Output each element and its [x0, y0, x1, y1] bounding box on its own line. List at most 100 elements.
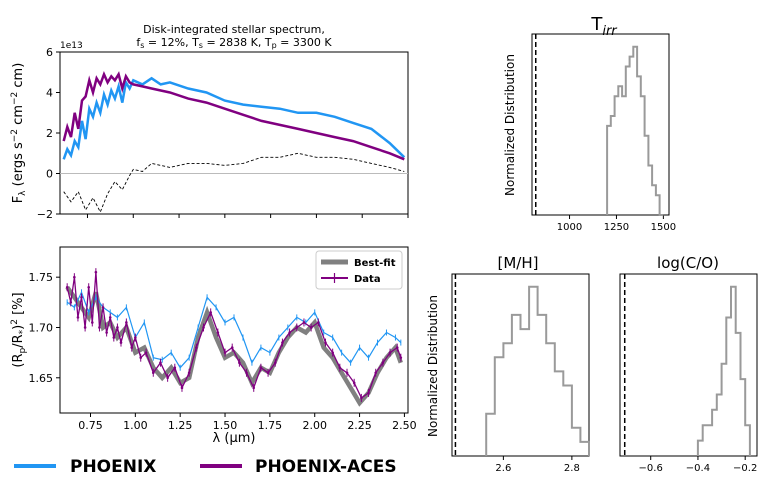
transit-data-point: [112, 336, 116, 339]
transit-data-point: [288, 331, 291, 334]
transit-data-point: [80, 296, 83, 299]
spectrum-phoenix-line: [62, 76, 406, 160]
transit-xtick-label: 1.00: [123, 419, 148, 432]
hist-mh-frame: [451, 273, 590, 457]
spectrum-ylabel: Fλ (ergs s−2 cm−2 cm): [10, 63, 28, 204]
transit-xlabel: λ (μm): [213, 431, 256, 446]
transit-data-point: [352, 381, 356, 385]
transit-data-point: [252, 386, 256, 390]
transit-data-point: [238, 361, 241, 364]
transit-phoenix-line: [66, 290, 402, 369]
hist-mh-panel: [M/H] Normalized Distribution 2.6 2.8: [426, 254, 590, 474]
transit-data-point: [216, 331, 220, 334]
transit-data-point: [209, 311, 212, 314]
spectrum-ytick-label: 0: [46, 168, 53, 181]
spectrum-title-line1: Disk-integrated stellar spectrum,: [143, 23, 325, 36]
transit-data-point: [230, 346, 234, 349]
transit-data-point: [144, 351, 148, 354]
transit-data-point: [76, 316, 80, 319]
transit-data-point: [73, 275, 76, 279]
transit-ylabel: (Rp/R*)2 [%]: [10, 292, 28, 367]
transit-data-point: [94, 270, 98, 274]
transit-data-point: [159, 361, 162, 364]
bottom-legend: PHOENIX PHOENIX-ACES: [14, 457, 397, 477]
spectrum-aces-line: [62, 70, 405, 161]
transit-data-point: [223, 351, 227, 354]
transit-xtick-label: 1.25: [168, 419, 193, 432]
hist-tirr-panel: Tirr Normalized Distribution 1000 1250 150…: [503, 14, 676, 233]
transit-data-point: [374, 371, 378, 375]
transit-data-point: [108, 316, 112, 319]
transit-data-point: [309, 326, 313, 329]
transit-xtick-label: 2.50: [392, 419, 417, 432]
transit-xtick-label: 2.25: [347, 419, 372, 432]
transit-data-point: [151, 371, 155, 375]
transit-xtick-label: 1.50: [213, 419, 238, 432]
hist-tirr-ylabel: Normalized Distribution: [503, 54, 517, 196]
legend-data-label: Data: [354, 274, 381, 285]
transit-data-point: [259, 366, 263, 370]
transit-data-point: [105, 331, 108, 334]
spectrum-ytick-label: 2: [46, 127, 53, 140]
transit-data-point: [395, 346, 399, 349]
transit-data-point: [139, 356, 143, 359]
transit-bestfit-line: [65, 285, 403, 407]
hist-mh-xtick-label: 2.8: [564, 463, 580, 474]
transit-ytick-label: 1.75: [29, 271, 54, 284]
spectrum-title-line2: fs = 12%, Ts = 2838 K, Tp = 3300 K: [136, 36, 332, 50]
transit-data-point: [338, 366, 342, 370]
transit-data-point: [399, 356, 403, 359]
transit-data-point: [173, 366, 177, 370]
transit-data-point: [281, 341, 284, 344]
transit-data-point: [195, 346, 198, 349]
transit-data-point: [202, 326, 205, 329]
transit-data-point: [345, 371, 349, 375]
transit-data-point: [302, 321, 306, 324]
transit-data-point: [65, 285, 69, 289]
hist-mh-xtick-label: 2.6: [495, 463, 511, 474]
hist-co-panel: log(C/O) −0.6 −0.4 −0.2: [619, 254, 758, 474]
spectrum-difference-line: [63, 152, 405, 214]
transit-data-point: [273, 361, 277, 364]
legend-phoenix-label: PHOENIX: [70, 457, 156, 477]
transit-ytick-label: 1.65: [29, 372, 54, 385]
transit-data-point: [187, 371, 191, 375]
transit-data-point: [90, 321, 94, 324]
transit-data-point: [317, 321, 320, 324]
hist-co-bars: [696, 285, 751, 456]
transit-data-point: [116, 326, 119, 329]
hist-co-frame: [619, 273, 758, 457]
transit-panel: (Rp/R*)2 [%] λ (μm) 1.65 1.70 1.75 0.75 1.0…: [10, 246, 417, 446]
transit-xtick-label: 2.00: [302, 419, 327, 432]
hist-co-xtick-label: −0.4: [686, 463, 710, 474]
transit-data-point: [360, 396, 363, 400]
hist-mh-ylabel: Normalized Distribution: [426, 295, 440, 437]
transit-data-point: [125, 321, 128, 324]
spectrum-ytick-label: 4: [46, 87, 53, 100]
hist-tirr-title: Tirr: [590, 14, 618, 39]
transit-data-point: [101, 306, 105, 309]
hist-tirr-bars: [606, 45, 664, 216]
transit-data-point: [134, 336, 137, 339]
hist-mh-title: [M/H]: [498, 254, 539, 272]
legend-bestfit-label: Best-fit: [354, 258, 396, 269]
transit-data-point: [245, 371, 248, 375]
hist-co-xtick-label: −0.6: [639, 463, 663, 474]
transit-data-point: [166, 376, 169, 380]
transit-data-point: [324, 341, 327, 344]
transit-xtick-label: 0.75: [78, 419, 103, 432]
hist-co-title: log(C/O): [657, 254, 719, 272]
transit-frame: [59, 246, 409, 414]
transit-data-point: [119, 341, 123, 344]
transit-data-point: [388, 351, 392, 354]
transit-data-point: [180, 386, 184, 390]
spectrum-offset-label: 1e13: [60, 41, 83, 51]
hist-mh-bars: [485, 285, 590, 456]
transit-data-point: [83, 326, 87, 329]
hist-tirr-xtick-label: 1500: [651, 222, 676, 233]
hist-co-xtick-label: −0.2: [733, 463, 757, 474]
legend-aces-label: PHOENIX-ACES: [255, 457, 397, 477]
hist-tirr-xtick-label: 1250: [604, 222, 629, 233]
transit-data-point: [87, 285, 91, 289]
